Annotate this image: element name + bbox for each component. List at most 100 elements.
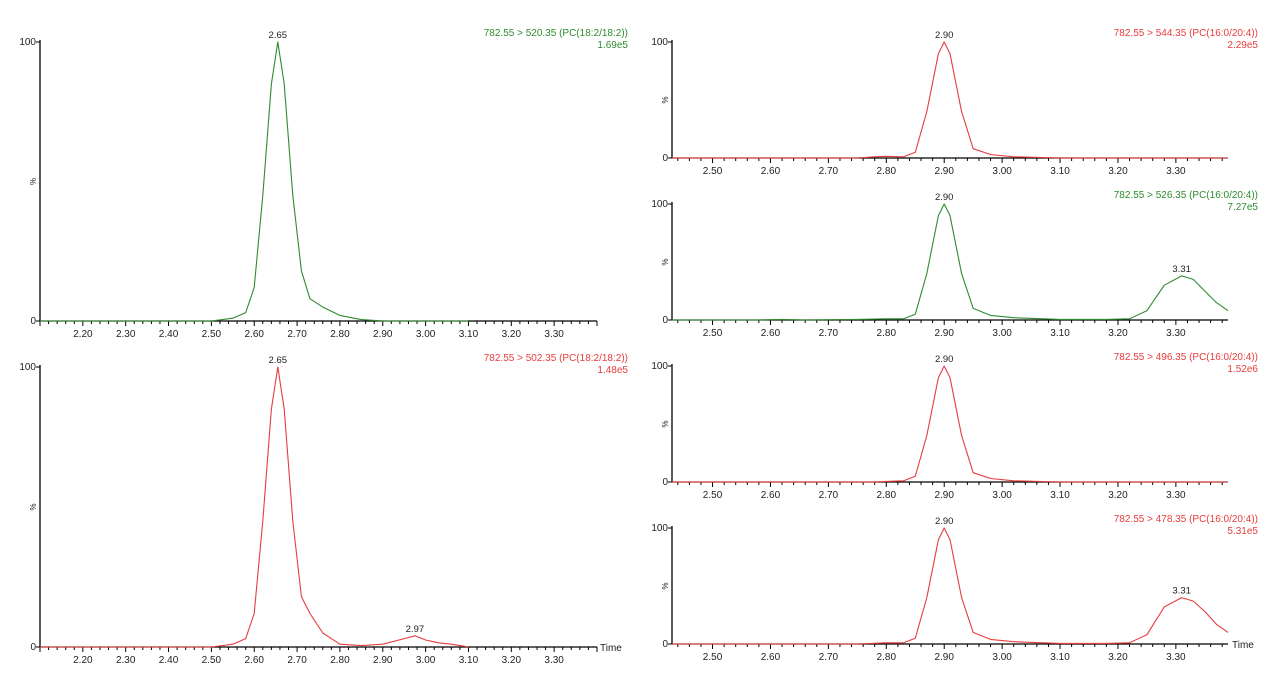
y-tick-label: 0 <box>662 477 668 488</box>
x-axis-label: Time <box>1232 640 1254 651</box>
x-tick-label: 3.00 <box>992 328 1012 339</box>
x-tick-label: 3.10 <box>1050 166 1070 177</box>
x-tick-label: 2.70 <box>819 490 839 501</box>
peak-label: 2.97 <box>406 624 425 635</box>
x-tick-label: 2.30 <box>116 329 136 340</box>
y-tick-label: 100 <box>19 37 36 48</box>
x-tick-label: 3.20 <box>502 655 522 666</box>
peak-label: 2.90 <box>935 516 954 527</box>
x-tick-label: 2.60 <box>761 166 781 177</box>
peak-label: 3.31 <box>1172 264 1191 275</box>
x-tick-label: 2.80 <box>877 652 897 663</box>
transition-label: 782.55 > 544.35 (PC(16:0/20:4)) <box>1114 28 1258 39</box>
y-tick-label: 100 <box>19 362 36 373</box>
x-tick-label: 2.50 <box>703 652 723 663</box>
peak-label: 3.31 <box>1172 586 1191 597</box>
y-axis-label: % <box>660 258 669 265</box>
y-axis-label: % <box>28 178 37 185</box>
y-tick-label: 0 <box>30 316 36 327</box>
x-tick-label: 2.90 <box>373 329 393 340</box>
x-tick-label: 3.00 <box>992 490 1012 501</box>
chromatogram-trace <box>672 203 1229 321</box>
x-tick-label: 2.40 <box>159 329 179 340</box>
chart-panel-6: 2.50 2.60 2.70 2.80 2.90 3.00 3.10 3.20 3.30 100 0… <box>651 514 1258 663</box>
peak-label: 2.90 <box>935 30 954 41</box>
intensity-label: 2.29e5 <box>1227 40 1258 51</box>
x-tick-label: 2.60 <box>244 655 264 666</box>
chart-panel-5: 2.50 2.60 2.70 2.80 2.90 3.00 3.10 3.20 3.30 100 0… <box>651 352 1258 501</box>
y-axis-label: % <box>660 96 669 103</box>
x-tick-label: 3.00 <box>992 166 1012 177</box>
x-tick-label: 2.80 <box>330 655 350 666</box>
x-tick-label: 3.10 <box>459 655 479 666</box>
x-tick-label: 2.50 <box>703 166 723 177</box>
chart-panel-1: 2.20 2.30 2.40 2.50 2.60 2.70 2.80 2.90 3.00 3.10… <box>19 28 628 340</box>
y-axis-label: % <box>660 582 669 589</box>
x-tick-label: 3.20 <box>1108 490 1128 501</box>
x-tick-label: 2.60 <box>761 490 781 501</box>
x-tick-label: 3.00 <box>992 652 1012 663</box>
x-tick-label: 2.70 <box>287 329 307 340</box>
chromatogram-trace <box>672 41 1228 159</box>
peak-label: 2.90 <box>935 354 954 365</box>
x-tick-label: 2.80 <box>330 329 350 340</box>
intensity-label: 1.69e5 <box>597 40 628 51</box>
chart-panel-2: 2.20 2.30 2.40 2.50 2.60 2.70 2.80 2.90 3.00 3.10… <box>19 353 628 666</box>
transition-label: 782.55 > 496.35 (PC(16:0/20:4)) <box>1114 352 1258 363</box>
x-tick-label: 2.80 <box>877 328 897 339</box>
x-tick-label: 3.10 <box>1050 652 1070 663</box>
x-tick-label: 2.20 <box>73 655 93 666</box>
transition-label: 782.55 > 520.35 (PC(18:2/18:2)) <box>484 28 628 39</box>
x-tick-label: 2.80 <box>877 490 897 501</box>
x-tick-label: 2.60 <box>244 329 264 340</box>
y-tick-label: 100 <box>651 361 668 372</box>
x-tick-label: 3.10 <box>1050 328 1070 339</box>
x-tick-label: 3.20 <box>1108 652 1128 663</box>
x-tick-label: 3.30 <box>1166 328 1186 339</box>
y-tick-label: 0 <box>662 153 668 164</box>
x-tick-label: 2.50 <box>703 490 723 501</box>
x-tick-label: 2.20 <box>73 329 93 340</box>
chromatogram-trace <box>672 365 1228 483</box>
x-tick-label: 3.00 <box>416 329 436 340</box>
transition-label: 782.55 > 502.35 (PC(18:2/18:2)) <box>484 353 628 364</box>
y-axis-label: % <box>28 503 37 510</box>
y-tick-label: 0 <box>662 639 668 650</box>
x-tick-label: 2.50 <box>202 329 222 340</box>
x-tick-label: 3.20 <box>502 329 522 340</box>
y-tick-label: 100 <box>651 523 668 534</box>
y-tick-label: 100 <box>651 199 668 210</box>
x-tick-label: 3.10 <box>1050 490 1070 501</box>
x-tick-label: 3.30 <box>1166 490 1186 501</box>
x-tick-label: 2.70 <box>819 328 839 339</box>
x-tick-label: 2.90 <box>934 166 954 177</box>
chromatogram-trace <box>672 527 1229 645</box>
x-tick-label: 2.70 <box>287 655 307 666</box>
y-tick-label: 100 <box>651 37 668 48</box>
intensity-label: 1.48e5 <box>597 365 628 376</box>
intensity-label: 1.52e6 <box>1227 364 1258 375</box>
transition-label: 782.55 > 478.35 (PC(16:0/20:4)) <box>1114 514 1258 525</box>
x-tick-label: 2.90 <box>373 655 393 666</box>
x-tick-label: 2.50 <box>703 328 723 339</box>
x-axis-label: Time <box>600 643 622 654</box>
y-axis-label: % <box>660 420 669 427</box>
x-tick-label: 2.90 <box>934 490 954 501</box>
x-tick-label: 2.40 <box>159 655 179 666</box>
intensity-label: 7.27e5 <box>1227 202 1258 213</box>
y-tick-label: 0 <box>30 642 36 653</box>
y-tick-label: 0 <box>662 315 668 326</box>
chart-panel-4: 2.50 2.60 2.70 2.80 2.90 3.00 3.10 3.20 3.30 100 0… <box>651 190 1258 339</box>
peak-label: 2.65 <box>269 355 288 366</box>
x-tick-label: 3.30 <box>1166 166 1186 177</box>
x-tick-label: 3.20 <box>1108 166 1128 177</box>
x-tick-label: 3.00 <box>416 655 436 666</box>
peak-label: 2.65 <box>269 30 288 41</box>
chromatogram-trace <box>40 41 469 322</box>
x-tick-label: 3.30 <box>1166 652 1186 663</box>
peak-label: 2.90 <box>935 192 954 203</box>
x-tick-label: 3.20 <box>1108 328 1128 339</box>
x-tick-label: 3.10 <box>459 329 479 340</box>
chart-panel-3: 2.50 2.60 2.70 2.80 2.90 3.00 3.10 3.20 3.30 100 0… <box>651 28 1258 177</box>
